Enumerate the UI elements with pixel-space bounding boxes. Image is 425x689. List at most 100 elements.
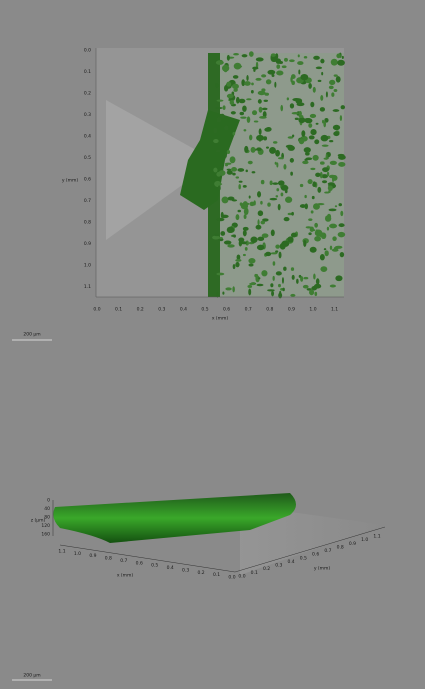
y-tick-label: 0.6 — [84, 177, 91, 183]
colony — [335, 275, 342, 281]
colony — [282, 277, 284, 284]
colony — [265, 252, 271, 256]
y-tick-label: 0.0 — [84, 48, 91, 54]
colony — [240, 112, 245, 115]
colony — [329, 140, 333, 142]
colony — [331, 92, 334, 97]
colony — [220, 231, 225, 236]
colony — [248, 289, 251, 296]
y-tick-label-3d: 1.1 — [373, 534, 380, 540]
colony — [289, 59, 295, 62]
colony — [300, 184, 303, 187]
colony — [292, 112, 299, 114]
colony — [339, 223, 345, 227]
colony — [337, 60, 345, 66]
x-tick-label: 0.3 — [158, 307, 165, 313]
colony — [258, 99, 262, 104]
colony — [303, 277, 308, 280]
colony — [298, 54, 300, 57]
colony — [212, 236, 220, 240]
colony — [291, 212, 294, 216]
colony — [316, 67, 322, 70]
colony — [338, 162, 345, 167]
colony — [335, 205, 337, 207]
x-tick-label-3d: 1.1 — [58, 549, 65, 555]
y-tick-label-3d: 0.0 — [238, 574, 245, 580]
colony — [314, 236, 321, 241]
colony — [332, 236, 336, 241]
colony — [298, 70, 300, 75]
colony — [315, 173, 320, 177]
colony — [318, 80, 322, 82]
colony — [227, 94, 234, 99]
colony — [340, 252, 344, 257]
z-tick-label: 80 — [44, 515, 50, 521]
colony — [250, 237, 257, 243]
colony — [303, 240, 306, 247]
colony — [332, 248, 339, 251]
colony — [313, 56, 320, 60]
colony — [218, 186, 221, 191]
y-tick-label-3d: 0.2 — [263, 566, 270, 572]
colony — [340, 211, 343, 216]
colony — [299, 111, 302, 117]
colony — [216, 273, 224, 276]
colony — [325, 215, 331, 222]
colony — [330, 161, 337, 165]
y-tick-label: 0.1 — [84, 69, 91, 75]
colony — [320, 254, 325, 260]
x-tick-label: 0.0 — [93, 307, 100, 313]
colony — [248, 161, 253, 165]
colony — [333, 125, 340, 130]
colony — [297, 61, 303, 65]
colony — [310, 247, 317, 253]
colony — [276, 188, 279, 191]
colony — [324, 158, 328, 160]
colony — [329, 209, 337, 212]
colony — [340, 115, 342, 121]
colony — [263, 136, 267, 140]
colony — [235, 259, 241, 262]
colony — [291, 74, 296, 79]
colony — [221, 212, 224, 218]
x-tick-label: 0.7 — [245, 307, 252, 313]
x-tick-label: 0.1 — [115, 307, 122, 313]
colony — [270, 283, 273, 287]
colony — [256, 147, 261, 151]
colony — [278, 284, 281, 287]
y-tick-label: 0.3 — [84, 112, 91, 118]
colony — [259, 128, 262, 135]
colony — [281, 192, 284, 196]
colony — [222, 291, 224, 294]
colony — [314, 284, 321, 289]
colony — [336, 76, 341, 82]
colony — [275, 244, 280, 248]
colony — [310, 129, 316, 135]
x-tick-label-3d: 0.6 — [136, 560, 143, 566]
colony — [216, 218, 224, 221]
colony — [308, 218, 312, 221]
x-tick-label: 1.1 — [331, 307, 338, 313]
colony — [259, 107, 263, 113]
colony — [310, 114, 316, 118]
colony — [226, 82, 231, 87]
colony — [290, 103, 294, 108]
colony — [249, 195, 251, 198]
colony — [266, 127, 272, 132]
colony — [240, 202, 243, 206]
colony — [281, 185, 289, 191]
colony — [259, 116, 267, 119]
colony — [324, 191, 329, 193]
colony — [290, 158, 294, 163]
colony — [303, 285, 309, 289]
colony — [257, 284, 264, 286]
z-tick-label: 160 — [41, 532, 50, 538]
colony — [232, 173, 236, 176]
colony — [278, 180, 285, 185]
colony — [298, 117, 305, 123]
colony — [255, 274, 258, 278]
colony — [242, 54, 248, 57]
colony — [215, 83, 219, 88]
colony — [320, 107, 325, 112]
colony — [236, 176, 239, 178]
